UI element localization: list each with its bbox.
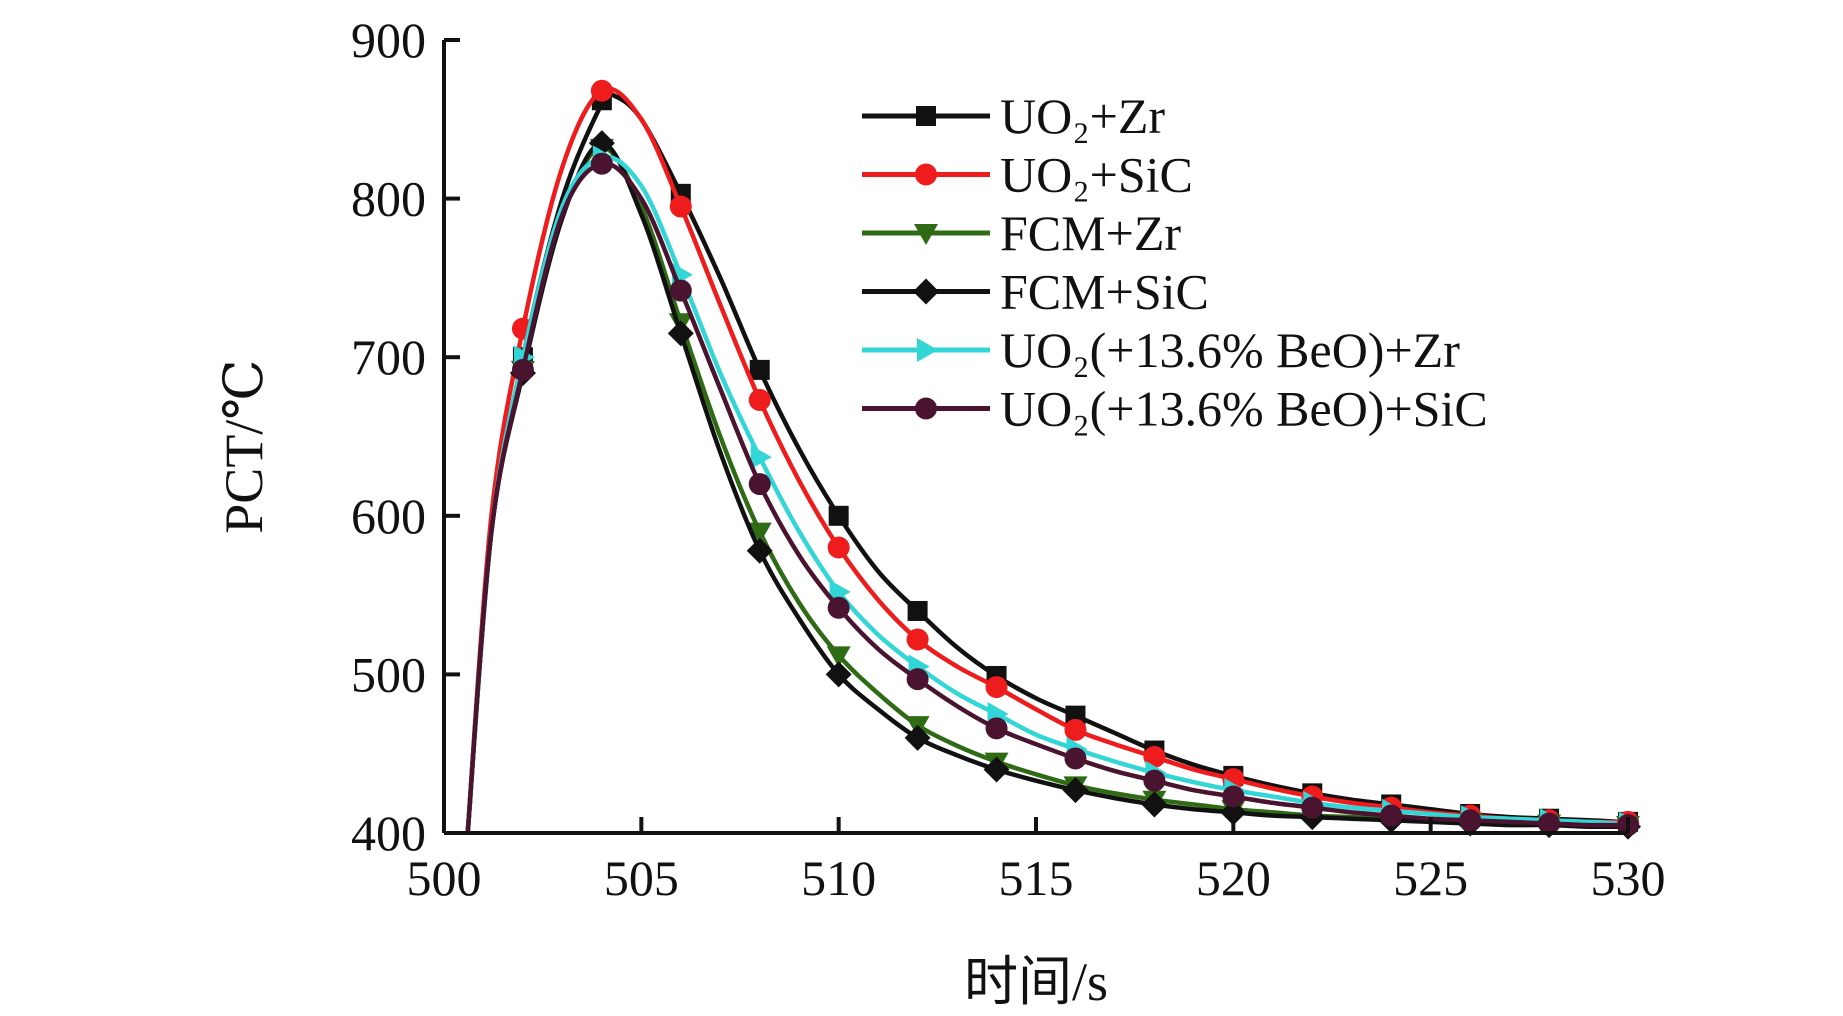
data-point — [1064, 747, 1087, 770]
y-tick-label: 400 — [351, 805, 426, 861]
y-tick-label: 700 — [351, 329, 426, 385]
data-point — [1538, 812, 1561, 835]
data-point — [1301, 796, 1324, 819]
legend-label: UO₂+Zr — [1000, 88, 1165, 144]
data-point — [1141, 791, 1168, 818]
series-6 — [465, 152, 1639, 837]
x-tick-label: 530 — [1591, 850, 1666, 906]
data-point — [667, 320, 694, 347]
legend-marker — [916, 106, 936, 126]
data-point — [904, 724, 931, 751]
legend-label: FCM+Zr — [1000, 205, 1181, 261]
data-point — [828, 505, 849, 526]
data-point — [907, 600, 928, 621]
x-axis-title: 时间/s — [964, 952, 1108, 1012]
data-point — [985, 676, 1008, 699]
x-tick-label: 510 — [801, 850, 876, 906]
x-tick-label: 500 — [407, 850, 482, 906]
data-point — [749, 359, 770, 380]
legend-label: FCM+SiC — [1000, 264, 1209, 320]
data-point — [827, 596, 850, 619]
data-point — [906, 628, 929, 651]
x-tick-label: 515 — [999, 850, 1074, 906]
data-point — [1062, 777, 1089, 804]
y-axis-title: PCT/℃ — [214, 359, 274, 533]
data-point — [1222, 785, 1245, 808]
legend-label: UO₂+SiC — [1000, 147, 1193, 203]
data-point — [747, 522, 772, 544]
series-line — [465, 86, 1621, 834]
data-point — [511, 358, 534, 381]
legend-marker — [917, 338, 938, 362]
legend-item: UO₂(+13.6% BeO)+SiC — [862, 381, 1488, 437]
series-line — [465, 140, 1621, 834]
data-point — [748, 389, 771, 412]
y-tick-label: 800 — [351, 171, 426, 227]
legend-marker — [915, 397, 937, 420]
series-line — [465, 161, 1621, 834]
data-point — [669, 195, 692, 218]
data-point — [746, 537, 773, 564]
data-point — [825, 661, 852, 688]
legend-item: FCM+SiC — [862, 264, 1209, 320]
data-point — [590, 152, 613, 175]
data-point — [1220, 799, 1247, 826]
data-point — [1380, 804, 1403, 827]
data-point — [826, 646, 851, 668]
legend-marker — [914, 224, 938, 245]
data-point — [1143, 769, 1166, 792]
series-layer — [465, 79, 1641, 840]
data-point — [906, 668, 929, 691]
legend-item: UO₂+SiC — [862, 147, 1193, 203]
y-tick-label: 900 — [351, 12, 426, 68]
y-tick-label: 500 — [351, 646, 426, 702]
legend-label: UO₂(+13.6% BeO)+SiC — [1000, 381, 1488, 437]
x-tick-label: 520 — [1196, 850, 1271, 906]
data-point — [590, 79, 613, 102]
legend-marker — [915, 163, 937, 186]
data-point — [1143, 745, 1166, 768]
data-point — [1459, 809, 1482, 832]
data-point — [1064, 718, 1087, 741]
series-line — [465, 154, 1621, 834]
data-point — [983, 756, 1010, 783]
legend-item: FCM+Zr — [862, 205, 1181, 261]
data-point — [985, 717, 1008, 740]
y-tick-label: 600 — [351, 488, 426, 544]
data-point — [748, 473, 771, 496]
x-tick-label: 505 — [604, 850, 679, 906]
data-point — [669, 279, 692, 302]
x-tick-label: 525 — [1393, 850, 1468, 906]
legend-label: UO₂(+13.6% BeO)+Zr — [1000, 322, 1460, 378]
legend-marker — [913, 278, 939, 305]
data-point — [750, 445, 772, 470]
legend-item: UO₂(+13.6% BeO)+Zr — [862, 322, 1460, 378]
legend-item: UO₂+Zr — [862, 88, 1165, 144]
data-point — [827, 536, 850, 559]
